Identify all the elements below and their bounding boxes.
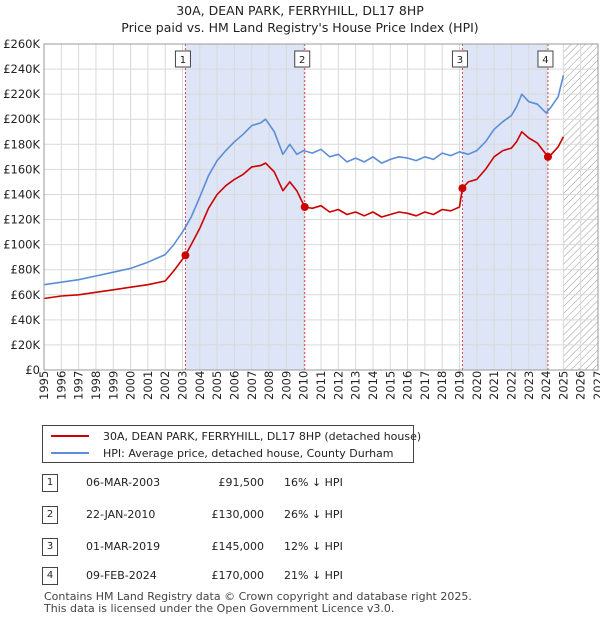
transaction-row: 4 09-FEB-2024 £170,000 21% ↓ HPI — [0, 567, 600, 587]
transaction-price: £91,500 — [218, 476, 265, 489]
x-tick-label: 2001 — [141, 371, 155, 400]
x-tick-label: 2026 — [574, 371, 588, 400]
transaction-price: £145,000 — [211, 540, 265, 553]
x-tick-label: 2022 — [504, 371, 518, 400]
x-tick-label: 2012 — [331, 371, 345, 400]
x-tick-label: 1997 — [72, 371, 86, 400]
ownership-band — [185, 44, 305, 370]
x-tick-label: 2011 — [314, 371, 328, 400]
sale-number-box — [451, 50, 468, 68]
transaction-hpi-diff: 21% ↓ HPI — [284, 569, 343, 582]
x-tick-label: 2010 — [297, 371, 311, 400]
x-tick-label: 2014 — [366, 371, 380, 400]
x-tick-label: 2020 — [470, 371, 484, 400]
x-tick-label: 2018 — [435, 371, 449, 400]
y-tick-label: £120K — [3, 213, 40, 227]
transaction-hpi-diff: 12% ↓ HPI — [284, 540, 343, 553]
x-tick-label: 2013 — [349, 371, 363, 400]
sale-number-label: 3 — [457, 55, 463, 66]
sale-point — [300, 203, 309, 211]
legend-label-hpi: HPI: Average price, detached house, Coun… — [103, 446, 394, 460]
transaction-row: 3 01-MAR-2019 £145,000 12% ↓ HPI — [0, 538, 600, 558]
sale-number-label: 2 — [299, 55, 305, 66]
x-tick-label: 2021 — [487, 371, 501, 400]
x-tick-label: 2016 — [401, 371, 415, 400]
x-tick-label: 2006 — [227, 371, 241, 400]
legend-item-hpi: HPI: Average price, detached house, Coun… — [51, 445, 394, 461]
transaction-date: 22-JAN-2010 — [86, 508, 156, 521]
sale-number-box — [294, 50, 311, 68]
y-tick-label: £200K — [3, 112, 40, 126]
price-chart: £0 £20K £40K £60K £80K £100K £120K £140K £160K £1… — [3, 37, 600, 400]
y-tick-label: £20K — [11, 338, 41, 352]
y-tick-label: £140K — [3, 187, 40, 201]
sale-number-box — [174, 50, 191, 68]
ownership-band — [462, 44, 548, 370]
sale-number-label: 1 — [180, 55, 186, 66]
x-tick-label: 2017 — [418, 371, 432, 400]
y-tick-label: £240K — [3, 62, 40, 76]
x-tick-label: 2008 — [262, 371, 276, 400]
transaction-price: £130,000 — [211, 508, 265, 521]
transaction-date: 09-FEB-2024 — [86, 569, 157, 582]
legend-label-property: 30A, DEAN PARK, FERRYHILL, DL17 8HP (det… — [103, 429, 422, 443]
y-tick-label: £80K — [11, 263, 41, 277]
transaction-row: 1 06-MAR-2003 £91,500 16% ↓ HPI — [0, 474, 600, 494]
x-tick-label: 2002 — [158, 371, 172, 400]
y-tick-label: £0 — [25, 363, 40, 377]
hpi-line — [43, 75, 565, 286]
transaction-row: 2 22-JAN-2010 £130,000 26% ↓ HPI — [0, 506, 600, 526]
x-tick-label: 2003 — [176, 371, 190, 400]
x-tick-label: 2019 — [453, 371, 467, 400]
y-tick-label: £220K — [3, 87, 40, 101]
transaction-num: 4 — [42, 567, 58, 585]
footer-copyright: Contains HM Land Registry data © Crown c… — [44, 590, 472, 603]
sale-point — [181, 251, 190, 260]
x-tick-label: 2027 — [591, 371, 600, 400]
x-tick-label: 2004 — [193, 371, 207, 400]
sale-number-box — [537, 50, 554, 68]
plot-frame — [43, 43, 599, 371]
y-tick-label: £160K — [3, 162, 40, 176]
chart-subtitle: Price paid vs. HM Land Registry's House … — [121, 20, 479, 35]
legend-item-property: 30A, DEAN PARK, FERRYHILL, DL17 8HP (det… — [51, 428, 421, 444]
x-tick-label: 2025 — [556, 371, 570, 400]
sale-point — [543, 152, 552, 161]
x-tick-label: 2000 — [124, 371, 138, 400]
property-price-line — [43, 131, 565, 300]
x-tick-label: 2007 — [245, 371, 259, 400]
footer-licence: This data is licensed under the Open Gov… — [44, 602, 395, 615]
transaction-hpi-diff: 16% ↓ HPI — [284, 476, 343, 489]
x-tick-label: 2005 — [210, 371, 224, 400]
x-tick-label: 1999 — [106, 371, 120, 400]
x-tick-label: 2015 — [383, 371, 397, 400]
y-tick-label: £40K — [11, 313, 41, 327]
legend-swatch-property — [51, 435, 89, 437]
x-tick-label: 2024 — [539, 371, 553, 400]
y-tick-label: £60K — [11, 288, 41, 302]
transaction-num: 1 — [42, 474, 58, 492]
legend-swatch-hpi — [51, 452, 89, 454]
y-tick-label: £180K — [3, 137, 40, 151]
sale-point — [458, 184, 467, 193]
chart-title: 30A, DEAN PARK, FERRYHILL, DL17 8HP — [176, 3, 424, 18]
transaction-num: 2 — [42, 506, 58, 524]
transaction-hpi-diff: 26% ↓ HPI — [284, 508, 343, 521]
y-tick-label: £100K — [3, 238, 40, 252]
y-tick-label: £260K — [3, 37, 40, 51]
x-tick-label: 1996 — [54, 371, 68, 400]
sale-number-label: 4 — [542, 55, 548, 66]
x-tick-label: 2009 — [279, 371, 293, 400]
transaction-date: 06-MAR-2003 — [86, 476, 161, 489]
x-tick-label: 1998 — [89, 371, 103, 400]
x-tick-label: 2023 — [522, 371, 536, 400]
legend: 30A, DEAN PARK, FERRYHILL, DL17 8HP (det… — [42, 425, 421, 463]
x-tick-label: 1995 — [37, 371, 51, 400]
transaction-price: £170,000 — [211, 569, 265, 582]
transaction-num: 3 — [42, 538, 58, 556]
transaction-date: 01-MAR-2019 — [86, 540, 161, 553]
